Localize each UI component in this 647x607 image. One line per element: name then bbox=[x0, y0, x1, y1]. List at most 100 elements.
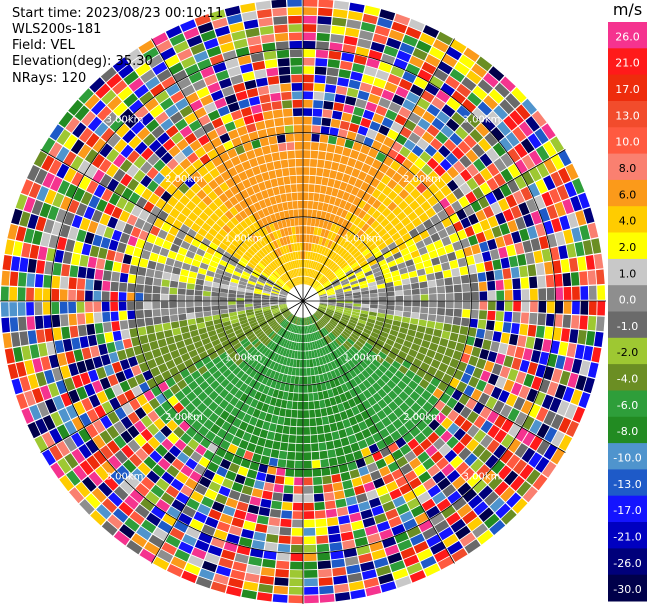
velocity-bin bbox=[400, 322, 410, 329]
velocity-bin bbox=[236, 223, 245, 233]
velocity-bin bbox=[179, 125, 193, 138]
velocity-bin bbox=[457, 140, 471, 154]
velocity-bin bbox=[141, 343, 151, 353]
velocity-bin bbox=[243, 450, 254, 461]
velocity-bin bbox=[582, 239, 593, 256]
velocity-bin bbox=[345, 211, 353, 221]
velocity-bin bbox=[281, 309, 289, 315]
colorbar-swatch bbox=[608, 153, 647, 181]
velocity-bin bbox=[323, 229, 330, 238]
velocity-bin bbox=[276, 258, 282, 266]
velocity-bin bbox=[270, 297, 278, 300]
velocity-bin bbox=[357, 152, 368, 163]
velocity-bin bbox=[444, 449, 458, 463]
velocity-bin bbox=[39, 202, 52, 218]
velocity-bin bbox=[394, 13, 411, 26]
velocity-bin bbox=[101, 291, 110, 301]
velocity-bin bbox=[129, 328, 139, 338]
velocity-bin bbox=[550, 340, 560, 354]
velocity-bin bbox=[312, 201, 319, 210]
velocity-bin bbox=[393, 315, 402, 322]
velocity-bin bbox=[264, 119, 275, 129]
velocity-bin bbox=[403, 518, 418, 531]
velocity-bin bbox=[393, 396, 404, 407]
velocity-bin bbox=[374, 513, 388, 524]
velocity-bin bbox=[413, 256, 423, 265]
velocity-bin bbox=[368, 315, 377, 321]
velocity-bin bbox=[185, 92, 199, 105]
velocity-bin bbox=[334, 413, 342, 422]
velocity-bin bbox=[48, 159, 62, 175]
velocity-bin bbox=[325, 152, 334, 161]
velocity-bin bbox=[330, 34, 344, 44]
velocity-bin bbox=[306, 226, 311, 234]
velocity-bin bbox=[378, 335, 387, 343]
velocity-bin bbox=[139, 381, 150, 394]
velocity-bin bbox=[419, 32, 436, 46]
velocity-bin bbox=[449, 68, 465, 83]
velocity-bin bbox=[316, 310, 324, 316]
velocity-bin bbox=[495, 311, 504, 322]
velocity-bin bbox=[407, 264, 416, 273]
velocity-bin bbox=[330, 319, 338, 326]
velocity-bin bbox=[289, 384, 295, 393]
velocity-bin bbox=[577, 330, 587, 345]
velocity-bin bbox=[256, 281, 265, 286]
velocity-bin bbox=[291, 226, 296, 235]
velocity-bin bbox=[513, 301, 521, 312]
velocity-bin bbox=[224, 403, 235, 414]
velocity-bin bbox=[437, 301, 446, 308]
velocity-bin bbox=[297, 192, 303, 201]
velocity-bin bbox=[480, 434, 493, 448]
velocity-bin bbox=[370, 331, 380, 339]
velocity-bin bbox=[537, 313, 546, 326]
velocity-bin bbox=[75, 482, 91, 498]
velocity-bin bbox=[282, 202, 289, 211]
velocity-bin bbox=[505, 393, 518, 407]
velocity-bin bbox=[99, 143, 113, 158]
velocity-bin bbox=[78, 428, 92, 443]
velocity-bin bbox=[574, 344, 585, 360]
velocity-bin bbox=[197, 391, 208, 402]
velocity-bin bbox=[583, 377, 595, 394]
velocity-bin bbox=[370, 301, 378, 305]
velocity-bin bbox=[394, 370, 405, 380]
velocity-bin bbox=[375, 69, 390, 81]
velocity-bin bbox=[160, 412, 172, 425]
velocity-bin bbox=[107, 411, 120, 425]
velocity-bin bbox=[520, 277, 529, 289]
velocity-bin bbox=[319, 276, 327, 284]
velocity-bin bbox=[310, 243, 315, 252]
velocity-bin bbox=[327, 304, 336, 308]
velocity-bin bbox=[148, 397, 160, 410]
velocity-bin bbox=[52, 327, 62, 341]
velocity-bin bbox=[322, 203, 329, 212]
velocity-bin bbox=[254, 391, 262, 401]
velocity-bin bbox=[168, 226, 179, 236]
velocity-bin bbox=[217, 33, 233, 45]
velocity-bin bbox=[285, 349, 290, 358]
velocity-bin bbox=[255, 312, 263, 317]
velocity-bin bbox=[526, 388, 538, 403]
velocity-bin bbox=[409, 570, 426, 583]
velocity-bin bbox=[287, 366, 293, 375]
velocity-bin bbox=[169, 111, 183, 124]
velocity-bin bbox=[313, 271, 318, 279]
velocity-bin bbox=[188, 324, 198, 332]
velocity-bin bbox=[398, 200, 409, 211]
velocity-bin bbox=[451, 389, 463, 401]
velocity-bin bbox=[355, 270, 364, 277]
velocity-bin bbox=[306, 268, 310, 277]
velocity-bin bbox=[441, 355, 452, 366]
velocity-bin bbox=[479, 291, 488, 301]
velocity-bin bbox=[273, 406, 281, 416]
velocity-bin bbox=[376, 409, 387, 420]
velocity-bin bbox=[541, 248, 552, 262]
velocity-bin bbox=[313, 244, 318, 253]
velocity-bin bbox=[433, 68, 449, 82]
velocity-bin bbox=[254, 309, 263, 314]
velocity-bin bbox=[85, 290, 93, 301]
velocity-bin bbox=[356, 242, 365, 251]
velocity-bin bbox=[417, 451, 430, 464]
velocity-bin bbox=[371, 549, 386, 560]
